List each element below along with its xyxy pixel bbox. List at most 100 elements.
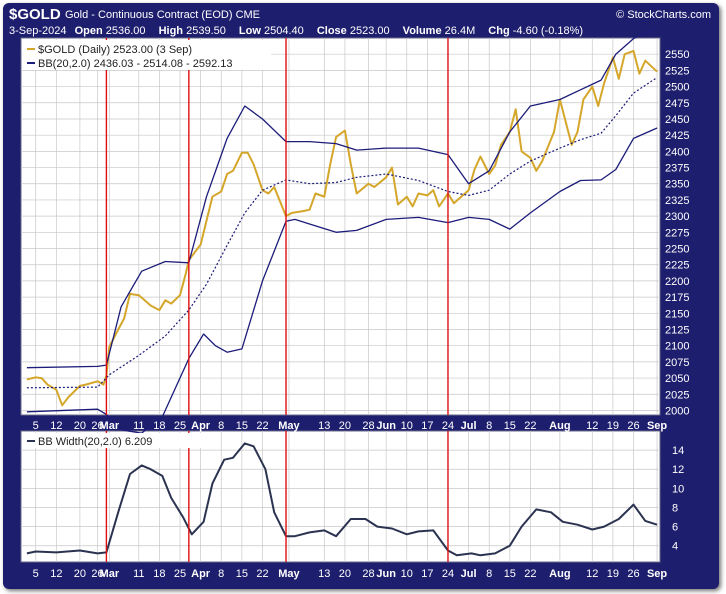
price-y-tick-label: 2400 bbox=[665, 146, 689, 158]
bbwidth-x-tick-label: 11 bbox=[133, 568, 144, 580]
price-y-tick-label: 2050 bbox=[665, 373, 689, 385]
price-y-tick-label: 2300 bbox=[665, 211, 689, 223]
close-value: 2523.00 bbox=[349, 25, 390, 37]
series-bb-lower-line bbox=[26, 127, 658, 434]
price-x-tick-label: Mar bbox=[100, 420, 120, 432]
price-x-tick-label: Apr bbox=[191, 420, 211, 432]
volume-label: Volume bbox=[402, 25, 442, 37]
bbwidth-x-tick-label: 20 bbox=[339, 568, 351, 580]
bbwidth-y-tick-label: 8 bbox=[672, 502, 678, 514]
bbwidth-x-tick-label: 28 bbox=[362, 568, 374, 580]
instrument-subtitle: Gold - Continuous Contract (EOD) CME bbox=[65, 9, 261, 21]
price-x-tick-label: 26 bbox=[627, 420, 639, 432]
price-legend-box bbox=[23, 40, 271, 70]
price-x-tick-label: 12 bbox=[50, 420, 62, 432]
price-y-tick-label: 2100 bbox=[665, 341, 689, 353]
price-x-tick-label: 10 bbox=[401, 420, 413, 432]
bbwidth-x-tick-label: Jul bbox=[461, 568, 477, 580]
bbwidth-x-tick-label: 26 bbox=[627, 568, 639, 580]
bbwidth-x-tick-label: 20 bbox=[74, 568, 86, 580]
price-x-tick-label: Sep bbox=[647, 420, 667, 432]
bbwidth-x-tick-label: 18 bbox=[153, 568, 165, 580]
price-y-tick-label: 2525 bbox=[665, 65, 689, 77]
price-y-tick-label: 2225 bbox=[665, 260, 689, 272]
open-label: Open bbox=[74, 25, 103, 37]
close-label: Close bbox=[316, 25, 347, 37]
price-y-tick-label: 2025 bbox=[665, 389, 689, 401]
bbwidth-y-tick-label: 6 bbox=[672, 522, 678, 534]
bbwidth-x-tick-label: 22 bbox=[524, 568, 536, 580]
price-y-tick-label: 2075 bbox=[665, 357, 689, 369]
price-x-tick-label: Aug bbox=[549, 420, 570, 432]
price-y-tick-label: 2375 bbox=[665, 163, 689, 175]
bbwidth-y-tick-label: 10 bbox=[672, 483, 684, 495]
price-x-tick-label: May bbox=[278, 420, 300, 432]
chg-value: -4.60 (-0.18%) bbox=[512, 25, 584, 37]
price-y-tick-label: 2175 bbox=[665, 292, 689, 304]
low-label: Low bbox=[238, 25, 261, 37]
price-x-tick-label: 15 bbox=[504, 420, 516, 432]
price-x-tick-label: 22 bbox=[256, 420, 268, 432]
quote-date: 3-Sep-2024 bbox=[9, 25, 67, 37]
price-x-tick-label: 8 bbox=[218, 420, 224, 432]
high-label: High bbox=[158, 25, 184, 37]
bbwidth-x-tick-label: 10 bbox=[401, 568, 413, 580]
bbwidth-x-tick-label: 12 bbox=[586, 568, 598, 580]
bbwidth-x-tick-label: Jun bbox=[376, 568, 396, 580]
bbwidth-legend-text: BB Width(20,2.0) 6.209 bbox=[38, 436, 152, 448]
price-y-tick-label: 2450 bbox=[665, 114, 689, 126]
price-x-tick-label: 17 bbox=[421, 420, 433, 432]
price-y-tick-label: 2000 bbox=[665, 405, 689, 417]
price-x-tick-label: 11 bbox=[133, 420, 144, 432]
bbwidth-x-tick-label: Aug bbox=[549, 568, 570, 580]
price-x-tick-label: 13 bbox=[318, 420, 330, 432]
price-x-tick-label: 15 bbox=[236, 420, 248, 432]
bbwidth-legend-box bbox=[23, 433, 201, 448]
bbwidth-x-tick-label: 24 bbox=[442, 568, 454, 580]
bbwidth-y-tick-label: 12 bbox=[672, 464, 684, 476]
chart-header: $GOLD Gold - Continuous Contract (EOD) C… bbox=[3, 3, 719, 41]
series-bb-width-20-2-0-line bbox=[26, 442, 658, 557]
price-y-tick-label: 2200 bbox=[665, 276, 689, 288]
price-x-tick-label: Jun bbox=[376, 420, 396, 432]
open-value: 2536.00 bbox=[105, 25, 146, 37]
price-y-tick-label: 2425 bbox=[665, 130, 689, 142]
bbwidth-x-tick-label: 17 bbox=[421, 568, 433, 580]
price-y-tick-label: 2250 bbox=[665, 244, 689, 256]
price-x-tick-label: 20 bbox=[339, 420, 351, 432]
bbwidth-x-tick-label: 22 bbox=[256, 568, 268, 580]
symbol-title: $GOLD bbox=[9, 6, 61, 23]
bbwidth-x-tick-label: 13 bbox=[318, 568, 330, 580]
price-x-tick-label: 5 bbox=[33, 420, 39, 432]
price-y-tick-label: 2125 bbox=[665, 324, 689, 336]
chart-frame: $GOLD Gold - Continuous Contract (EOD) C… bbox=[3, 3, 719, 589]
bbwidth-x-tick-label: 8 bbox=[218, 568, 224, 580]
bbwidth-x-tick-label: 15 bbox=[504, 568, 516, 580]
bbwidth-x-tick-label: 26 bbox=[91, 568, 103, 580]
bbwidth-x-tick-label: 12 bbox=[50, 568, 62, 580]
price-x-tick-label: 26 bbox=[91, 420, 103, 432]
price-x-tick-label: 18 bbox=[153, 420, 165, 432]
high-value: 2539.50 bbox=[186, 25, 226, 37]
bb-legend-text: BB(20,2.0) 2436.03 - 2514.08 - 2592.13 bbox=[38, 58, 232, 70]
bbwidth-x-tick-label: 5 bbox=[33, 568, 39, 580]
price-x-tick-label: 12 bbox=[586, 420, 598, 432]
series-gold-daily-line bbox=[26, 50, 658, 407]
bbwidth-legend: BB Width(20,2.0) 6.209 bbox=[23, 433, 201, 448]
price-y-tick-label: 2150 bbox=[665, 308, 689, 320]
price-x-tick-label: 22 bbox=[524, 420, 536, 432]
bbwidth-x-tick-label: Mar bbox=[100, 568, 120, 580]
price-x-tick-label: Jul bbox=[461, 420, 477, 432]
bbwidth-y-tick-label: 4 bbox=[672, 541, 678, 553]
price-y-tick-label: 2350 bbox=[665, 179, 689, 191]
bbwidth-x-tick-label: 25 bbox=[174, 568, 186, 580]
bbwidth-x-tick-label: Apr bbox=[191, 568, 211, 580]
price-x-tick-label: 20 bbox=[74, 420, 86, 432]
price-x-tick-label: 25 bbox=[174, 420, 186, 432]
series-bb-middle-line bbox=[26, 76, 658, 389]
bbwidth-x-tick-label: May bbox=[278, 568, 300, 580]
low-value: 2504.40 bbox=[263, 25, 304, 37]
bbwidth-x-tick-label: 19 bbox=[607, 568, 619, 580]
price-x-tick-label: 8 bbox=[486, 420, 492, 432]
stockcharts-watermark: © StockCharts.com bbox=[616, 9, 711, 21]
